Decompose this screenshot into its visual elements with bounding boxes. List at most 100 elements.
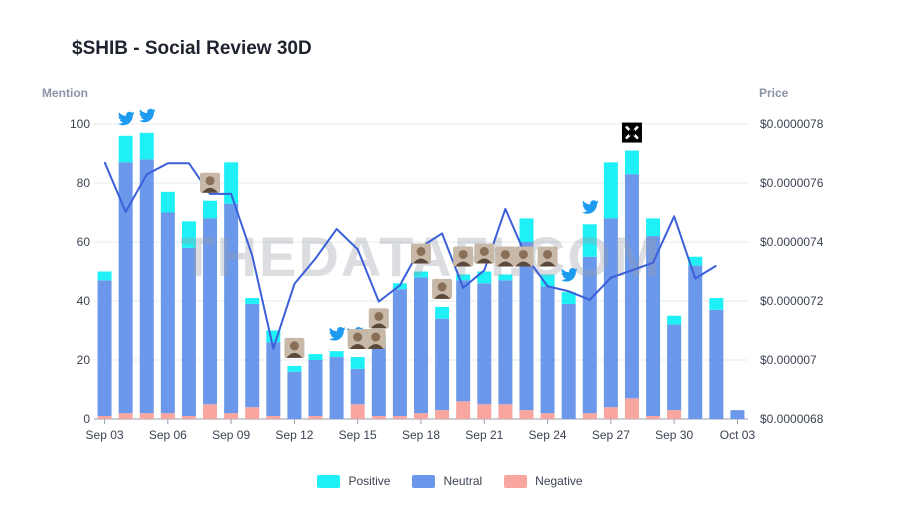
bar-positive xyxy=(266,330,281,343)
y2-tick-label: $0.0000068 xyxy=(760,412,824,426)
bar-neutral xyxy=(730,410,745,419)
legend: Positive Neutral Negative xyxy=(0,474,900,488)
avatar-icon xyxy=(495,246,516,267)
bar-negative xyxy=(224,413,239,419)
bar-negative xyxy=(435,410,450,419)
bar-positive xyxy=(540,274,555,287)
avatar-body xyxy=(539,261,556,267)
x-tick-label: Sep 30 xyxy=(655,428,693,442)
legend-label-negative: Negative xyxy=(535,474,583,488)
bar-positive xyxy=(519,218,534,242)
avatar-head xyxy=(458,249,468,259)
bar-neutral xyxy=(519,242,534,411)
logo-center xyxy=(628,129,635,136)
bar-positive xyxy=(203,200,218,219)
bar-neutral xyxy=(308,360,323,417)
bar-neutral xyxy=(709,309,724,419)
bar-negative xyxy=(245,407,260,419)
bar-positive xyxy=(139,132,154,160)
bar-neutral xyxy=(688,265,703,419)
avatar-head xyxy=(437,282,447,292)
bar-neutral xyxy=(477,283,492,405)
bar-positive xyxy=(329,351,344,358)
bar-negative xyxy=(477,404,492,419)
avatar-icon xyxy=(432,278,453,299)
twitter-icon xyxy=(561,268,578,282)
avatar-body xyxy=(434,293,451,299)
avatar-head xyxy=(353,332,363,342)
bar-neutral xyxy=(245,303,260,408)
x-tick-label: Sep 24 xyxy=(529,428,567,442)
legend-item-positive[interactable]: Positive xyxy=(317,474,390,488)
y2-tick-label: $0.000007 xyxy=(760,353,817,367)
y-tick-label: 40 xyxy=(77,294,91,308)
avatar-body xyxy=(413,258,429,264)
avatar-head xyxy=(500,249,510,259)
bar-negative xyxy=(160,413,175,419)
legend-item-neutral[interactable]: Neutral xyxy=(412,474,482,488)
bar-neutral xyxy=(371,339,386,417)
avatar-head xyxy=(479,247,489,256)
x-tick-label: Oct 03 xyxy=(720,428,756,442)
x-tick-label: Sep 21 xyxy=(465,428,503,442)
bar-neutral xyxy=(498,280,513,405)
twitter-icon xyxy=(582,200,599,214)
avatar-body xyxy=(497,261,514,267)
bar-negative xyxy=(603,407,618,419)
bar-negative xyxy=(624,398,639,419)
twitter-icon xyxy=(329,327,346,341)
bar-negative xyxy=(414,413,428,419)
legend-swatch-neutral xyxy=(412,474,436,488)
bar-neutral xyxy=(392,289,407,417)
bar-neutral xyxy=(329,357,344,419)
bar-neutral xyxy=(624,174,639,399)
bar-negative xyxy=(350,404,365,419)
x-tick-label: Sep 03 xyxy=(86,428,124,442)
bar-neutral xyxy=(118,162,133,414)
bar-neutral xyxy=(97,280,112,417)
legend-item-negative[interactable]: Negative xyxy=(504,474,583,488)
bar-negative xyxy=(498,404,513,419)
bar-negative xyxy=(519,410,534,419)
logo-icon xyxy=(621,122,642,143)
avatar-icon xyxy=(537,246,558,267)
avatar-body xyxy=(455,261,472,267)
bar-neutral xyxy=(456,280,471,402)
x-tick-label: Sep 27 xyxy=(592,428,630,442)
bar-positive xyxy=(350,357,365,369)
bar-positive xyxy=(181,221,196,248)
bar-neutral xyxy=(224,203,239,414)
bar-neutral xyxy=(181,247,196,417)
x-tick-label: Sep 15 xyxy=(339,428,377,442)
bar-negative xyxy=(308,416,323,419)
bar-negative xyxy=(646,416,661,419)
bar-positive xyxy=(224,162,239,204)
avatar-body xyxy=(476,258,493,264)
avatar-icon xyxy=(513,246,534,267)
bar-negative xyxy=(97,416,112,419)
y-tick-label: 100 xyxy=(70,117,90,131)
avatar-body xyxy=(370,323,387,329)
bar-neutral xyxy=(603,218,618,408)
avatar-head xyxy=(416,247,426,256)
bar-neutral xyxy=(203,218,218,405)
bar-negative xyxy=(582,413,597,419)
bar-positive xyxy=(245,298,260,304)
bar-neutral xyxy=(287,371,302,419)
y2-tick-label: $0.0000078 xyxy=(760,117,824,131)
bar-neutral xyxy=(646,236,661,417)
left-axis-title: Mention xyxy=(42,86,88,100)
avatar-head xyxy=(374,311,384,321)
right-axis-title: Price xyxy=(759,86,789,100)
x-tick-label: Sep 09 xyxy=(212,428,250,442)
bar-positive xyxy=(709,298,724,310)
bar-negative xyxy=(667,410,682,419)
y-tick-label: 20 xyxy=(77,353,91,367)
avatar-head xyxy=(371,332,381,342)
avatar-head xyxy=(289,341,299,351)
bar-positive xyxy=(308,354,323,360)
bar-neutral xyxy=(667,324,682,411)
bar-neutral xyxy=(561,303,576,419)
x-tick-label: Sep 06 xyxy=(149,428,187,442)
twitter-icon xyxy=(118,111,135,126)
